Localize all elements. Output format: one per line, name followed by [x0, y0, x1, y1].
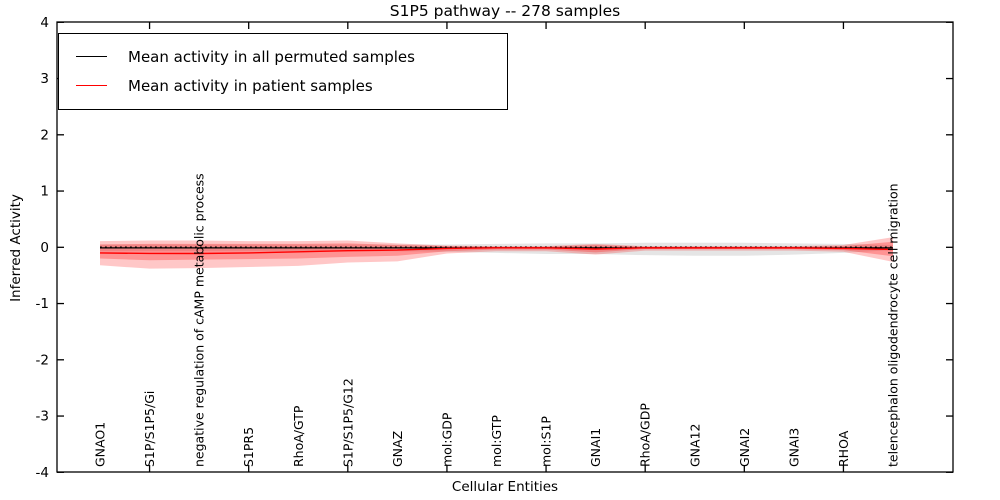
y-tick-label: -4 [36, 465, 49, 481]
x-category-label: negative regulation of cAMP metabolic pr… [192, 173, 207, 467]
y-tick-label: 3 [40, 71, 49, 87]
y-tick-label: 4 [40, 15, 49, 31]
x-category-label: S1PR5 [241, 427, 256, 467]
permuted-line-swatch [76, 56, 107, 57]
x-category-label: mol:GTP [489, 415, 504, 467]
y-tick-label: -2 [36, 352, 49, 368]
legend-box: Mean activity in all permuted samples Me… [58, 33, 508, 110]
x-category-label: S1P/S1P5/Gi [142, 391, 157, 467]
x-category-label: mol:GDP [439, 412, 454, 467]
permuted-samples-range-band [100, 242, 893, 256]
x-category-label: RhoA/GDP [638, 403, 653, 467]
x-category-label: RhoA/GTP [291, 405, 306, 467]
x-category-label: GNAI1 [588, 428, 603, 467]
series-line-mean-activity-in-patient-samples [99, 247, 894, 255]
patient-line-swatch [76, 85, 107, 86]
x-category-label: mol:S1P [539, 416, 554, 467]
legend-entry-permuted: Mean activity in all permuted samples [59, 42, 507, 71]
x-category-label: telencephalon oligodendrocyte cell migra… [886, 183, 901, 467]
y-tick-label: 0 [40, 240, 49, 256]
y-tick-label: 2 [40, 127, 49, 143]
legend-label-patient: Mean activity in patient samples [128, 76, 373, 95]
x-category-label: S1P/S1P5/G12 [340, 378, 355, 467]
x-category-label: GNAZ [390, 431, 405, 467]
x-category-label: GNAI3 [786, 428, 801, 467]
y-tick-label: -1 [36, 296, 49, 312]
x-axis-label: Cellular Entities [451, 479, 559, 495]
y-tick-label: -3 [36, 409, 49, 425]
y-tick-label: 1 [40, 184, 49, 200]
patient-samples-outer-range-band [100, 237, 893, 269]
x-category-label: RHOA [836, 430, 851, 467]
legend-entry-patient: Mean activity in patient samples [59, 71, 507, 100]
x-category-label: GNA12 [687, 424, 702, 468]
x-category-label: GNAI2 [737, 428, 752, 467]
x-category-label: GNAO1 [93, 422, 108, 467]
y-axis-label: Inferred Activity [8, 194, 24, 302]
legend-label-permuted: Mean activity in all permuted samples [128, 47, 415, 66]
patient-samples-inner-range-band [100, 241, 893, 261]
chart-title: S1P5 pathway -- 278 samples [389, 2, 621, 20]
